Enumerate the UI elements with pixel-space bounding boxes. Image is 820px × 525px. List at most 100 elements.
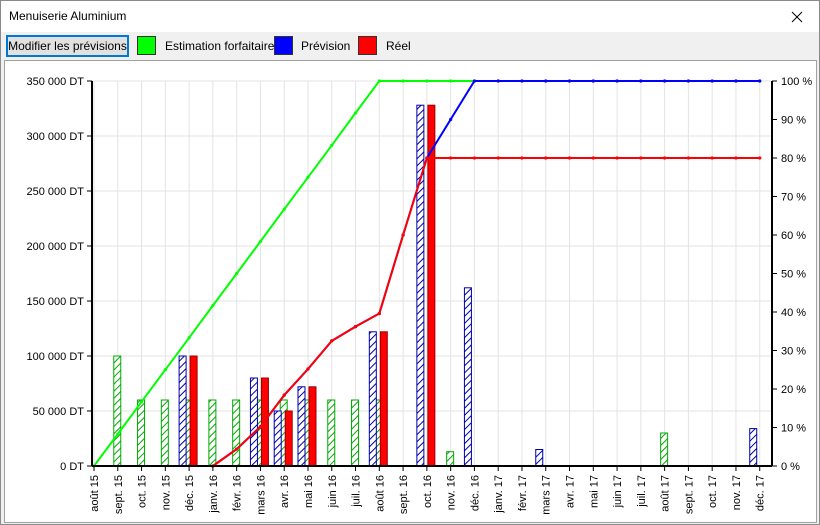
line-estimation-point	[330, 143, 334, 147]
right-tick-label: 100 %	[781, 76, 812, 88]
left-tick-label: 50 000 DT	[33, 406, 85, 418]
line-reel-point	[330, 339, 334, 343]
bar-prevision	[416, 104, 425, 467]
title-bar: Menuiserie Aluminium	[1, 1, 819, 32]
line-estimation-point	[235, 271, 239, 276]
line-estimation-point	[306, 175, 310, 179]
line-reel-point	[544, 156, 548, 160]
x-tick-label: août 17	[660, 475, 672, 512]
x-tick-label: oct. 15	[137, 475, 149, 508]
line-prevision-point	[710, 79, 714, 83]
right-tick-label: 0 %	[781, 461, 800, 473]
left-tick-label: 350 000 DT	[27, 76, 85, 88]
bar-estimation	[327, 399, 336, 467]
line-estimation-point	[116, 432, 120, 436]
left-tick-label: 100 000 DT	[27, 351, 85, 363]
modify-forecasts-button[interactable]: Modifier les prévisions	[6, 35, 129, 57]
x-tick-label: janv. 16	[208, 475, 220, 514]
x-tick-label: févr. 17	[517, 475, 529, 511]
x-tick-label: avr. 17	[565, 475, 577, 508]
bar-estimation	[232, 399, 241, 467]
line-reel-point	[258, 425, 263, 429]
x-tick-label: sept. 16	[398, 475, 410, 514]
right-tick-label: 60 %	[781, 230, 806, 242]
x-tick-label: déc. 16	[469, 475, 481, 511]
legend-label-prevision: Prévision	[301, 39, 351, 53]
line-estimation-point	[401, 79, 405, 83]
line-prevision-point	[663, 79, 667, 83]
line-reel-point	[425, 156, 429, 160]
x-tick-label: août 16	[374, 475, 386, 512]
x-tick-label: juin 17	[612, 475, 624, 508]
line-prevision-point	[520, 79, 524, 83]
right-tick-label: 40 %	[781, 307, 806, 319]
x-tick-label: avr. 16	[279, 475, 291, 508]
line-reel-point	[401, 233, 405, 237]
line-prevision-point	[686, 79, 691, 83]
line-estimation-point	[449, 79, 453, 83]
x-tick-label: oct. 17	[707, 475, 719, 508]
line-estimation-point	[353, 111, 358, 115]
line-prevision-point	[734, 79, 738, 83]
bar-prevision	[249, 377, 258, 467]
x-tick-label: mai 16	[303, 475, 315, 508]
x-tick-label: mai 17	[588, 475, 600, 508]
window-title: Menuiserie Aluminium	[9, 9, 127, 23]
right-tick-label: 30 %	[781, 346, 806, 358]
bar-estimation	[660, 432, 669, 467]
line-reel-point	[567, 156, 572, 160]
bar-prevision	[273, 410, 282, 467]
bar-reel	[189, 355, 198, 467]
left-tick-label: 150 000 DT	[27, 296, 85, 308]
legend-swatch-prevision	[274, 36, 293, 55]
left-tick-label: 0 DT	[60, 461, 84, 473]
line-estimation-point	[282, 207, 286, 211]
left-tick-label: 200 000 DT	[27, 241, 85, 253]
right-tick-label: 70 %	[781, 192, 806, 204]
line-estimation-point	[425, 79, 429, 83]
line-prevision-point	[591, 79, 595, 83]
line-reel-point	[235, 447, 239, 451]
line-reel-point	[734, 156, 738, 160]
x-tick-label: janv. 17	[493, 475, 505, 514]
line-prevision-point	[639, 79, 643, 83]
line-prevision-point	[615, 79, 619, 83]
x-tick-label: sept. 17	[683, 475, 695, 514]
left-tick-label: 250 000 DT	[27, 186, 85, 198]
bar-prevision	[535, 449, 544, 467]
x-tick-label: nov. 15	[160, 475, 172, 510]
bar-reel	[308, 386, 317, 467]
bar-reel	[284, 410, 293, 467]
chart-area: 0 DT 50 000 DT 100 000 DT 150 000 DT 200 000…	[4, 60, 817, 523]
bar-prevision	[178, 355, 187, 467]
line-estimation-point	[187, 336, 191, 340]
bar-estimation	[208, 399, 217, 467]
x-tick-label: oct. 16	[422, 475, 434, 508]
bar-estimation	[160, 399, 169, 467]
x-tick-label: juin 16	[327, 475, 339, 508]
x-tick-label: févr. 16	[232, 475, 244, 511]
line-reel-point	[353, 325, 358, 329]
x-tick-label: déc. 17	[755, 475, 767, 511]
line-reel-point	[591, 156, 595, 160]
bar-prevision	[368, 331, 377, 467]
line-reel-point	[472, 156, 477, 160]
line-prevision-point	[758, 79, 762, 83]
bar-estimation	[446, 451, 455, 467]
line-prevision-point	[544, 79, 548, 83]
x-tick-label: juil. 17	[636, 475, 648, 508]
line-prevision-point	[472, 79, 477, 83]
line-reel-point	[686, 156, 691, 160]
line-reel-point	[615, 156, 619, 160]
close-button[interactable]	[775, 1, 819, 32]
right-tick-label: 20 %	[781, 384, 806, 396]
bar-prevision	[749, 428, 758, 467]
line-prevision-point	[449, 117, 453, 122]
line-reel-point	[496, 156, 500, 160]
line-estimation-point	[139, 400, 144, 404]
bar-prevision	[463, 287, 472, 467]
line-reel-point	[520, 156, 524, 160]
bar-estimation	[351, 399, 360, 467]
x-tick-label: sept. 15	[113, 475, 125, 514]
